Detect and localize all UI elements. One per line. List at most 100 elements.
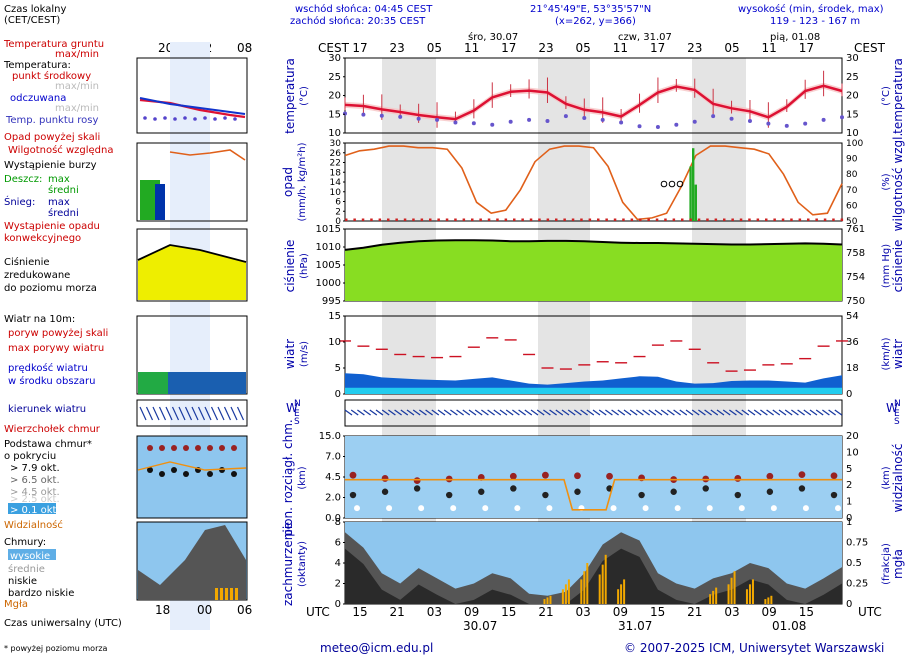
axis-title-precip-right: wilgotność wzgl. [891, 133, 905, 232]
legend-fog-bar [220, 588, 223, 600]
y-tick-right: 750 [846, 296, 865, 307]
fog-bar [580, 579, 583, 604]
storm-marker [676, 180, 684, 188]
fog-bar [546, 597, 549, 604]
y-tick-right: 50 [846, 217, 858, 227]
wind-arrow [741, 409, 750, 416]
y-tick-left: 15 [328, 109, 341, 120]
height-values: 119 - 123 - 167 m [770, 16, 860, 27]
legend-wind-arrow [204, 406, 212, 421]
bottom-hour-label: 03 [427, 605, 442, 619]
wind-arrow [561, 409, 570, 416]
fog-bar [543, 599, 546, 604]
legend-snow-max: max [48, 197, 70, 208]
precip-tick [345, 218, 348, 221]
cloud-base-dot-thin [450, 505, 457, 512]
legend-winddir-frame [136, 399, 248, 427]
legend-cloud-base-dot [207, 471, 213, 477]
legend-maxmin-grey: max/min [55, 81, 99, 92]
dew-point-dot [729, 116, 734, 121]
legend-convective2: konwekcyjnego [4, 233, 81, 244]
contact-email[interactable]: meteo@icm.edu.pl [320, 641, 433, 655]
fog-bar [767, 597, 770, 604]
precip-tick [815, 218, 818, 221]
temperature-panel [343, 70, 844, 129]
precip-tick [655, 218, 659, 221]
precip-tick [487, 218, 491, 221]
legend-cloud-top-dot [231, 445, 237, 451]
y-tick-left: 1005 [316, 260, 341, 271]
legend-cloud-base-dot [159, 471, 165, 477]
wind-arrow [388, 409, 396, 416]
legend-snow-avg: średni [48, 207, 79, 219]
wind-arrow [524, 409, 533, 416]
fog-bar [770, 595, 773, 604]
wind-arrow [431, 409, 440, 416]
y-tick-left: 995 [322, 296, 341, 307]
precip-tick [689, 218, 692, 221]
precip-tick [513, 218, 516, 221]
humidity-line [344, 145, 843, 221]
precip-tick [496, 218, 499, 221]
cloud-base-dot [542, 491, 549, 499]
wind-arrow [803, 409, 812, 416]
y-tick-right: 25 [846, 72, 859, 83]
cloud-base-dot [766, 488, 774, 495]
legend-dew-dot [223, 116, 227, 120]
y-tick-left: 2 [335, 207, 341, 217]
legend-wind-speed: prędkość wiatru [8, 362, 88, 374]
bottom-hour-label: 09 [762, 605, 777, 619]
top-hour-axis: 17 23 05 11 17 23 05 11 17 23 05 11 17 [352, 41, 814, 55]
legend-utc-hour: 00 [197, 603, 212, 617]
legend-fog-bar [235, 588, 238, 600]
legend-max-gusts: max porywy wiatru [8, 343, 104, 354]
precip-bar [692, 148, 695, 221]
legend-wind-arrow [158, 406, 167, 421]
cloud-top-dot [766, 472, 774, 480]
legend-wind-arrow [197, 406, 206, 421]
wind-arrow [698, 409, 706, 416]
legend-wind-arrow [210, 406, 219, 421]
axis-unit-press-right: (mm Hg) [881, 244, 892, 288]
dew-point-dot [379, 113, 384, 118]
legend-wind-arrow [191, 406, 199, 421]
cloud-base-dot-thin [770, 505, 777, 512]
fog-bar [583, 571, 586, 604]
cloud-base-dot-thin [354, 505, 360, 512]
wind-arrow [536, 409, 545, 416]
wind-arrow [394, 409, 402, 416]
legend-ground-maxmin: max/min [55, 49, 99, 60]
wind-arrow [555, 409, 564, 416]
cloud-bg [345, 436, 842, 518]
precip-tick [723, 218, 726, 221]
cloud-top-dot [349, 471, 357, 479]
dew-point-dot [545, 119, 550, 123]
legend-okt-25: > 2.5 okt. [10, 494, 60, 505]
cloud-base-dot [638, 491, 645, 499]
height-title: wysokość (min, środek, max) [738, 3, 884, 15]
legend-utc-hour: 18 [155, 603, 170, 617]
wind-arrow [822, 409, 830, 416]
local-time-tz: (CET/CEST) [4, 15, 60, 26]
wind-arrow [636, 409, 644, 416]
wind-arrow [580, 409, 588, 416]
dew-point-dot [453, 120, 458, 125]
wind-arrow [648, 409, 657, 416]
cloud-top-dot [606, 472, 613, 480]
wind-arrow [412, 409, 421, 416]
y-tick-left: 6 [335, 198, 341, 208]
precip-tick [462, 218, 466, 221]
legend-avg-area: w środku obszaru [8, 375, 95, 387]
y-tick-left: 1000 [316, 278, 341, 289]
legend-cloud-frame [136, 435, 248, 519]
y-tick-left: 26 [330, 149, 342, 159]
legend-wind-arrow [139, 406, 147, 421]
precip-tick [706, 218, 709, 221]
legend-pressure1: Ciśnienie [4, 256, 50, 268]
sunset: zachód słońca: 20:35 CEST [290, 15, 426, 27]
y-tick-right: 0 [846, 513, 852, 524]
legend-rain-avg: średni [48, 184, 79, 196]
wind-arrow [660, 409, 669, 416]
wind-arrow [419, 409, 427, 416]
legend-fog-bar [225, 588, 228, 600]
